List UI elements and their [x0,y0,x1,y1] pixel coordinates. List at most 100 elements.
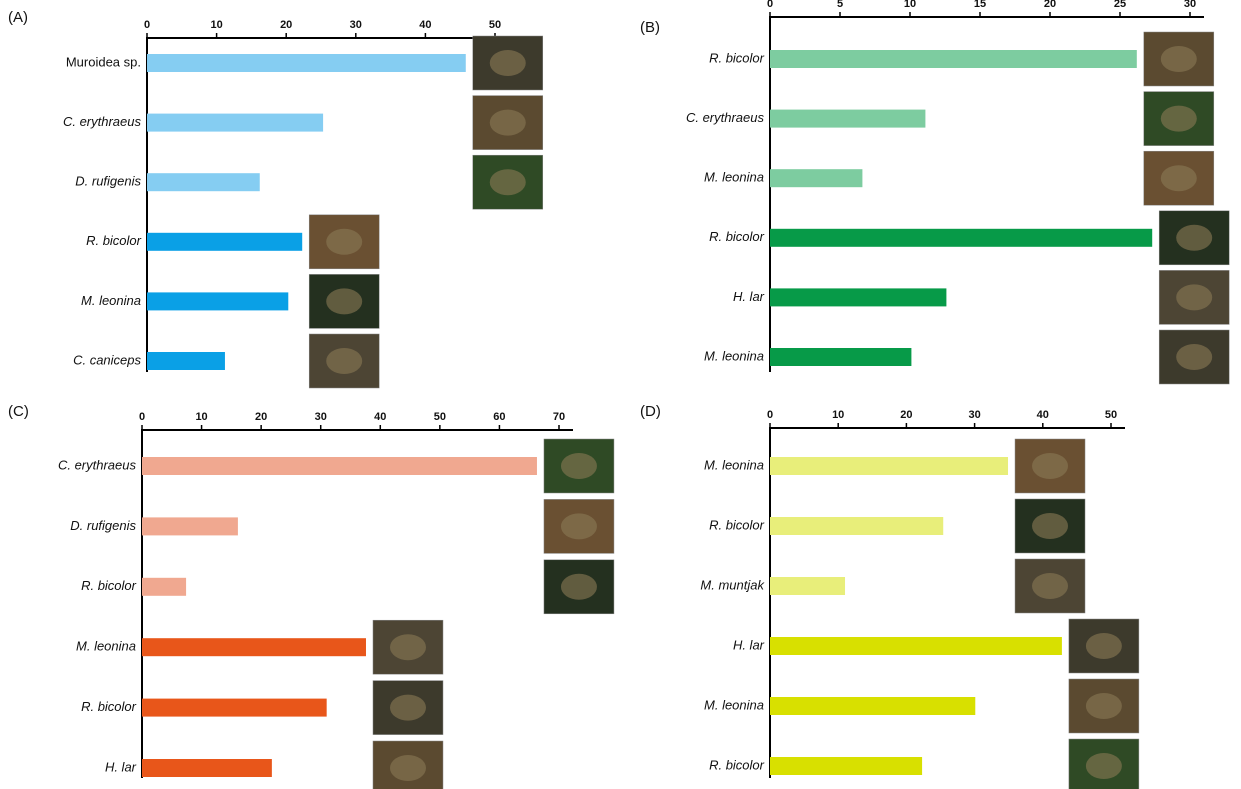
y-tick-label: M. leonina [704,457,764,472]
figure: (A)01020304050Muroidea sp.C. erythraeusD… [0,0,1241,789]
y-tick-label: R. bicolor [81,578,137,593]
animal-photo-detail [390,695,426,721]
x-tick-label: 50 [489,19,501,31]
y-tick-label: M. leonina [81,293,141,308]
panel-label: (A) [8,9,28,26]
animal-photo-detail [1176,344,1212,370]
y-tick-label: M. leonina [704,697,764,712]
animal-photo-detail [561,513,597,539]
bar [142,638,366,656]
bar [770,577,845,595]
x-tick-label: 0 [767,0,773,10]
x-tick-label: 20 [1044,0,1056,10]
animal-photo-detail [490,50,526,76]
bar [142,457,537,475]
x-tick-label: 40 [1037,409,1049,421]
y-tick-label: Muroidea sp. [66,54,141,69]
y-tick-label: R. bicolor [709,757,765,772]
animal-photo-detail [326,229,362,255]
x-tick-label: 70 [553,411,565,423]
animal-photo-detail [561,574,597,600]
bar [770,110,925,128]
bar [147,54,466,72]
y-tick-label: M. leonina [76,639,136,654]
bar [770,457,1008,475]
x-tick-label: 20 [280,19,292,31]
animal-photo-detail [1086,633,1122,659]
y-tick-label: M. leonina [704,348,764,363]
x-tick-label: 50 [434,411,446,423]
animal-photo-detail [326,288,362,314]
bar [147,233,302,251]
y-tick-label: M. muntjak [700,577,765,592]
y-tick-label: R. bicolor [709,50,765,65]
animal-photo-detail [490,110,526,136]
x-tick-label: 30 [350,19,362,31]
x-tick-label: 0 [139,411,145,423]
bar [770,50,1137,68]
y-tick-label: C. erythraeus [58,457,137,472]
panel-label: (C) [8,403,29,420]
x-tick-label: 25 [1114,0,1126,10]
bar [770,697,975,715]
x-tick-label: 20 [900,409,912,421]
bar [770,637,1062,655]
y-tick-label: D. rufigenis [75,174,141,189]
animal-photo-detail [1032,453,1068,479]
x-tick-label: 10 [210,19,222,31]
x-tick-label: 30 [968,409,980,421]
bar [142,517,238,535]
bar [142,578,186,596]
x-tick-label: 10 [904,0,916,10]
animal-photo-detail [561,453,597,479]
x-tick-label: 10 [195,411,207,423]
x-tick-label: 20 [255,411,267,423]
animal-photo-detail [326,348,362,374]
bar [770,169,862,187]
animal-photo-detail [490,169,526,195]
y-tick-label: H. lar [733,289,765,304]
y-tick-label: C. erythraeus [686,110,765,125]
x-tick-label: 15 [974,0,986,10]
y-tick-label: H. lar [105,759,137,774]
bar [147,292,288,310]
animal-photo-detail [1176,284,1212,310]
animal-photo-detail [1176,225,1212,251]
x-tick-label: 30 [315,411,327,423]
x-tick-label: 60 [493,411,505,423]
bar [770,517,943,535]
animal-photo-detail [1161,46,1197,72]
animal-photo-detail [1161,165,1197,191]
bar [142,759,272,777]
y-tick-label: H. lar [733,637,765,652]
y-tick-label: R. bicolor [709,229,765,244]
panel-label: (B) [640,19,660,36]
y-tick-label: R. bicolor [81,699,137,714]
x-tick-label: 10 [832,409,844,421]
y-tick-label: D. rufigenis [70,518,136,533]
animal-photo-detail [390,634,426,660]
bar [770,288,946,306]
x-tick-label: 5 [837,0,843,10]
y-tick-label: C. caniceps [73,352,141,367]
x-tick-label: 0 [144,19,150,31]
animal-photo-detail [1086,753,1122,779]
y-tick-label: C. erythraeus [63,114,142,129]
bar [770,348,911,366]
bar [142,699,327,717]
bar [147,352,225,370]
bar [770,229,1152,247]
y-tick-label: R. bicolor [709,517,765,532]
bar [147,114,323,132]
animal-photo-detail [390,755,426,781]
x-tick-label: 0 [767,409,773,421]
animal-photo-detail [1086,693,1122,719]
animal-photo-detail [1161,106,1197,132]
animal-photo-detail [1032,513,1068,539]
bar [770,757,922,775]
panel-label: (D) [640,403,661,420]
x-tick-label: 50 [1105,409,1117,421]
bar [147,173,260,191]
animal-photo-detail [1032,573,1068,599]
x-tick-label: 30 [1184,0,1196,10]
